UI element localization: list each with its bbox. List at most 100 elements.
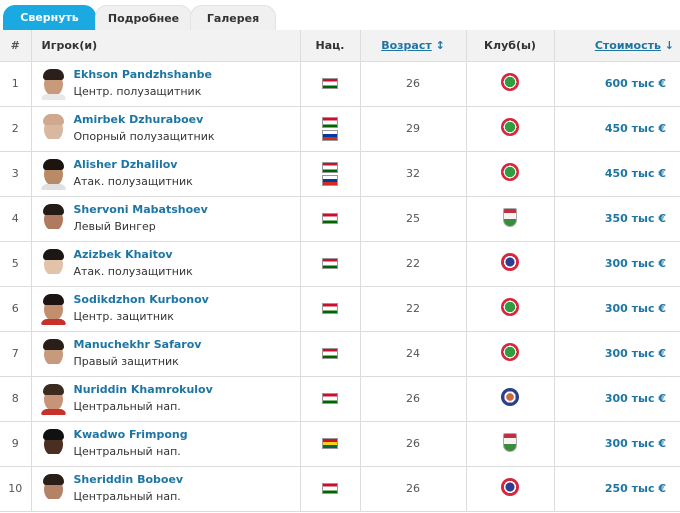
market-value-link[interactable]: 300 тыс € xyxy=(604,257,666,270)
player-photo[interactable] xyxy=(40,428,66,460)
table-row: 6 Sodikdzhon Kurbonov Центр. защитник 22… xyxy=(0,286,680,332)
club-cell xyxy=(466,331,555,377)
club-crest-istiklol-icon[interactable] xyxy=(501,163,519,181)
player-photo[interactable] xyxy=(40,203,66,235)
player-name-link[interactable]: Sodikdzhon Kurbonov xyxy=(73,292,209,306)
player-photo[interactable] xyxy=(40,113,66,145)
header-age[interactable]: Возраст ↕ xyxy=(360,30,467,62)
tab-collapse[interactable]: Свернуть xyxy=(3,5,96,30)
row-number: 5 xyxy=(0,241,32,287)
value-cell: 300 тыс € xyxy=(554,376,680,422)
flag-tajikistan-icon[interactable] xyxy=(322,258,338,269)
flag-tajikistan-icon[interactable] xyxy=(322,161,338,173)
player-cell: Sheriddin Boboev Центральный нап. xyxy=(31,466,301,512)
club-cell xyxy=(466,466,555,512)
club-cell xyxy=(466,61,555,107)
nationality-cell xyxy=(300,466,361,512)
header-club: Клуб(ы) xyxy=(466,30,555,62)
flag-russia-icon[interactable] xyxy=(322,174,338,186)
player-age: 29 xyxy=(360,106,467,152)
value-cell: 350 тыс € xyxy=(554,196,680,242)
club-crest-ravshan-icon[interactable] xyxy=(501,253,519,271)
club-crest-istiklol-icon[interactable] xyxy=(501,298,519,316)
flag-tajikistan-icon[interactable] xyxy=(322,348,338,359)
nationality-cell xyxy=(300,376,361,422)
value-cell: 600 тыс € xyxy=(554,61,680,107)
club-crest-istiklol-icon[interactable] xyxy=(501,73,519,91)
player-name-link[interactable]: Manuchekhr Safarov xyxy=(73,337,202,351)
nationality-cell xyxy=(300,196,361,242)
market-value-link[interactable]: 350 тыс € xyxy=(604,212,666,225)
player-photo[interactable] xyxy=(40,248,66,280)
player-name-link[interactable]: Nuriddin Khamrokulov xyxy=(73,382,213,396)
market-value-link[interactable]: 300 тыс € xyxy=(604,302,666,315)
flag-tajikistan-icon[interactable] xyxy=(322,213,338,224)
nationality-cell xyxy=(300,286,361,332)
players-table: # Игрок(и) Нац. Возраст ↕ Клуб(ы) Стоимо… xyxy=(0,30,680,512)
club-cell xyxy=(466,376,555,422)
player-age: 26 xyxy=(360,376,467,422)
table-row: 4 Shervoni Mabatshoev Левый Вингер 25 35… xyxy=(0,196,680,242)
player-cell: Nuriddin Khamrokulov Центральный нап. xyxy=(31,376,301,422)
market-value-link[interactable]: 450 тыс € xyxy=(604,167,666,180)
header-player: Игрок(и) xyxy=(31,30,301,62)
market-value-link[interactable]: 300 тыс € xyxy=(604,437,666,450)
club-crest-khujand-icon[interactable] xyxy=(503,207,517,227)
market-value-link[interactable]: 250 тыс € xyxy=(604,482,666,495)
club-cell xyxy=(466,286,555,332)
tab-details[interactable]: Подробнее xyxy=(95,5,192,30)
club-crest-kuktosh-icon[interactable] xyxy=(501,388,519,406)
sort-both-icon[interactable]: ↕ xyxy=(435,38,445,52)
header-value[interactable]: Стоимость ↓ xyxy=(554,30,680,62)
player-age: 26 xyxy=(360,421,467,467)
flag-tajikistan-icon[interactable] xyxy=(322,303,338,314)
player-cell: Sodikdzhon Kurbonov Центр. защитник xyxy=(31,286,301,332)
player-photo[interactable] xyxy=(40,383,66,415)
player-name-link[interactable]: Alisher Dzhalilov xyxy=(73,157,178,171)
club-crest-khujand-icon[interactable] xyxy=(503,432,517,452)
flag-tajikistan-icon[interactable] xyxy=(322,116,338,128)
player-age: 26 xyxy=(360,466,467,512)
market-value-link[interactable]: 300 тыс € xyxy=(604,392,666,405)
player-name-link[interactable]: Shervoni Mabatshoev xyxy=(73,202,208,216)
player-name-link[interactable]: Sheriddin Boboev xyxy=(73,472,184,486)
flag-tajikistan-icon[interactable] xyxy=(322,483,338,494)
player-position: Опорный полузащитник xyxy=(73,129,215,143)
market-value-link[interactable]: 600 тыс € xyxy=(604,77,666,90)
player-photo[interactable] xyxy=(40,68,66,100)
club-cell xyxy=(466,106,555,152)
table-header-row: # Игрок(и) Нац. Возраст ↕ Клуб(ы) Стоимо… xyxy=(0,30,680,62)
player-photo[interactable] xyxy=(40,293,66,325)
flag-tajikistan-icon[interactable] xyxy=(322,78,338,89)
market-value-link[interactable]: 300 тыс € xyxy=(604,347,666,360)
player-position: Центральный нап. xyxy=(73,489,181,503)
player-name-link[interactable]: Ekhson Pandzhshanbe xyxy=(73,67,213,81)
row-number: 3 xyxy=(0,151,32,197)
sort-desc-icon[interactable]: ↓ xyxy=(664,38,674,52)
table-row: 9 Kwadwo Frimpong Центральный нап. 26 30… xyxy=(0,421,680,467)
sort-age-link[interactable]: Возраст xyxy=(381,38,432,52)
player-cell: Amirbek Dzhuraboev Опорный полузащитник xyxy=(31,106,301,152)
player-name-link[interactable]: Azizbek Khaitov xyxy=(73,247,173,261)
flag-russia-icon[interactable] xyxy=(322,129,338,141)
row-number: 4 xyxy=(0,196,32,242)
club-crest-istiklol-icon[interactable] xyxy=(501,118,519,136)
player-name-link[interactable]: Amirbek Dzhuraboev xyxy=(73,112,204,126)
row-number: 9 xyxy=(0,421,32,467)
flag-ghana-icon[interactable] xyxy=(322,438,338,449)
flag-tajikistan-icon[interactable] xyxy=(322,393,338,404)
club-crest-ravshan-icon[interactable] xyxy=(501,478,519,496)
player-photo[interactable] xyxy=(40,473,66,505)
player-age: 26 xyxy=(360,61,467,107)
sort-value-link[interactable]: Стоимость xyxy=(594,38,661,52)
club-crest-istiklol-icon[interactable] xyxy=(501,343,519,361)
player-photo[interactable] xyxy=(40,158,66,190)
player-position: Правый защитник xyxy=(73,354,179,368)
market-value-link[interactable]: 450 тыс € xyxy=(604,122,666,135)
player-photo[interactable] xyxy=(40,338,66,370)
tab-gallery[interactable]: Галерея xyxy=(190,5,276,30)
player-name-link[interactable]: Kwadwo Frimpong xyxy=(73,427,188,441)
row-number: 10 xyxy=(0,466,32,512)
nationality-cell xyxy=(300,241,361,287)
player-age: 22 xyxy=(360,241,467,287)
